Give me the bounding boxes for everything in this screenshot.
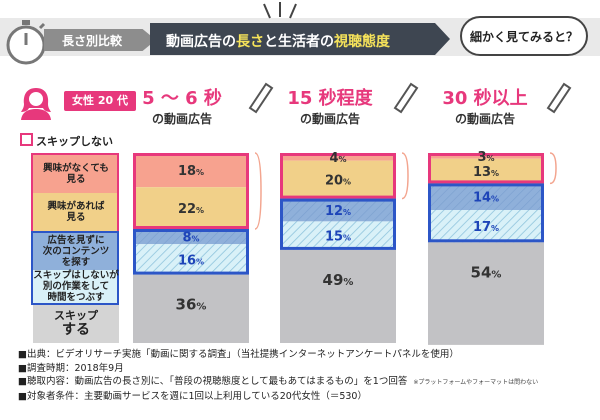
bar-value-label: 3% [477,150,494,165]
pencil-icon [248,82,274,114]
bar-value-label: 20% [325,174,351,189]
cat-label-uninterested: 興味がなくても 見る [43,163,109,185]
speech-bubble [460,16,588,56]
bar-segment-1-3 [133,229,249,245]
cat-block-skip [33,305,119,343]
bar-value-label: 16% [178,253,204,268]
bar-value-label: 15% [325,230,351,245]
bracket-1 [254,152,262,230]
footnote-period: ■調査時期：2018年9月 [18,362,124,374]
bar-segment-2-5 [280,249,396,343]
cat-block-other-task [33,270,119,303]
persona-label: 女性 20 代 [64,91,136,111]
stacked-bar-chart: 18%22%8%16%36%4%20%12%15%49%3%13%14%17%5… [133,82,572,345]
bar-value-label: 22% [178,202,204,217]
cat-label-skip: スキップ する [54,309,98,338]
cat-block-interested [33,193,119,233]
bar-segment-3-3 [428,183,544,210]
footnote-question: ■聴取内容：動画広告の長さ別に、「普段の視聴態度として最もあてはまるもの」を1つ… [18,376,539,387]
cat-border-blue [31,231,119,305]
bar-segment-1-4 [133,244,249,275]
bar-value-label: 12% [325,204,351,219]
bar-border-watch-2 [280,153,396,199]
bar-border-watch-1 [133,153,249,229]
bar-value-label: 8% [182,231,199,246]
column-header-30s: 30 秒以上 の動画広告 [442,88,528,126]
tag-band [44,29,156,51]
bar-value-label: 17% [473,220,499,235]
column-header-15s: 15 秒程度 の動画広告 [287,88,373,126]
bar-border-noskip-3 [428,183,544,243]
cat-label-interested: 興味があれば 見る [47,201,105,223]
bar-border-noskip-2 [280,198,396,250]
speech-bubble-text: 細かく見てみると？ [470,30,579,44]
woman-icon [14,86,58,124]
bracket-2 [401,152,409,200]
bar-value-label: 4% [329,151,346,166]
cat-block-next-content [33,233,119,270]
bar-segment-2-4 [280,221,396,250]
tag-label: 長さ別比較 [62,34,123,48]
sparkle-lines-icon [250,2,310,28]
footnotes: ■出典：ビデオリサーチ実施「動画に関する調査」（当社提携インターネットアンケート… [18,348,538,403]
pencil-icon [393,82,419,114]
bar-segment-3-2 [428,158,544,184]
bar-segment-1-5 [133,274,249,343]
legend-swatch [20,133,33,146]
title-band [150,23,450,55]
column-header-5-6s: 5 〜 6 秒 の動画広告 [142,88,222,126]
bar-segment-3-4 [428,210,544,243]
bar-segment-1-2 [133,187,249,229]
legend-skip-not: スキップしない [20,133,113,149]
cat-label-other-task: スキップはしないが 別の作業をして 時間をつぶす [33,270,119,303]
pencil-icon [546,82,572,114]
footnote-source: ■出典：ビデオリサーチ実施「動画に関する調査」（当社提携インターネットアンケート… [18,349,459,360]
bar-value-label: 13% [473,165,499,180]
bar-border-noskip-1 [133,229,249,275]
bar-segment-3-5 [428,242,544,345]
bar-segment-2-3 [280,198,396,222]
bar-segment-2-2 [280,160,396,199]
bar-segment-2-1 [280,153,396,161]
bar-value-label: 14% [473,191,499,206]
bracket-3 [549,152,557,185]
bar-segment-1-1 [133,153,249,188]
page-title: 動画広告の長さと生活者の視聴態度 [166,34,390,50]
footnote-target: ■対象者条件：主要動画サービスを週に1回以上利用している20代女性（＝530） [18,390,367,402]
bar-border-watch-3 [428,153,544,184]
bar-value-label: 18% [178,164,204,179]
cat-label-next-content: 広告を見ずに 次のコンテンツ を探す [42,235,110,268]
